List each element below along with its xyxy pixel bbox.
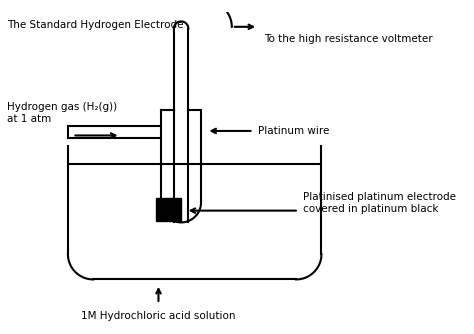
Text: at 1 atm: at 1 atm: [7, 114, 52, 124]
Text: Platinum wire: Platinum wire: [258, 126, 329, 136]
Text: 1M Hydrochloric acid solution: 1M Hydrochloric acid solution: [81, 311, 236, 321]
Text: To the high resistance voltmeter: To the high resistance voltmeter: [264, 34, 433, 44]
Text: The Standard Hydrogen Electrode: The Standard Hydrogen Electrode: [7, 20, 184, 30]
Text: covered in platinum black: covered in platinum black: [303, 204, 439, 214]
Text: Platinised platinum electrode: Platinised platinum electrode: [303, 192, 456, 202]
Bar: [156, 198, 181, 221]
Text: Hydrogen gas (H₂(g)): Hydrogen gas (H₂(g)): [7, 102, 118, 112]
